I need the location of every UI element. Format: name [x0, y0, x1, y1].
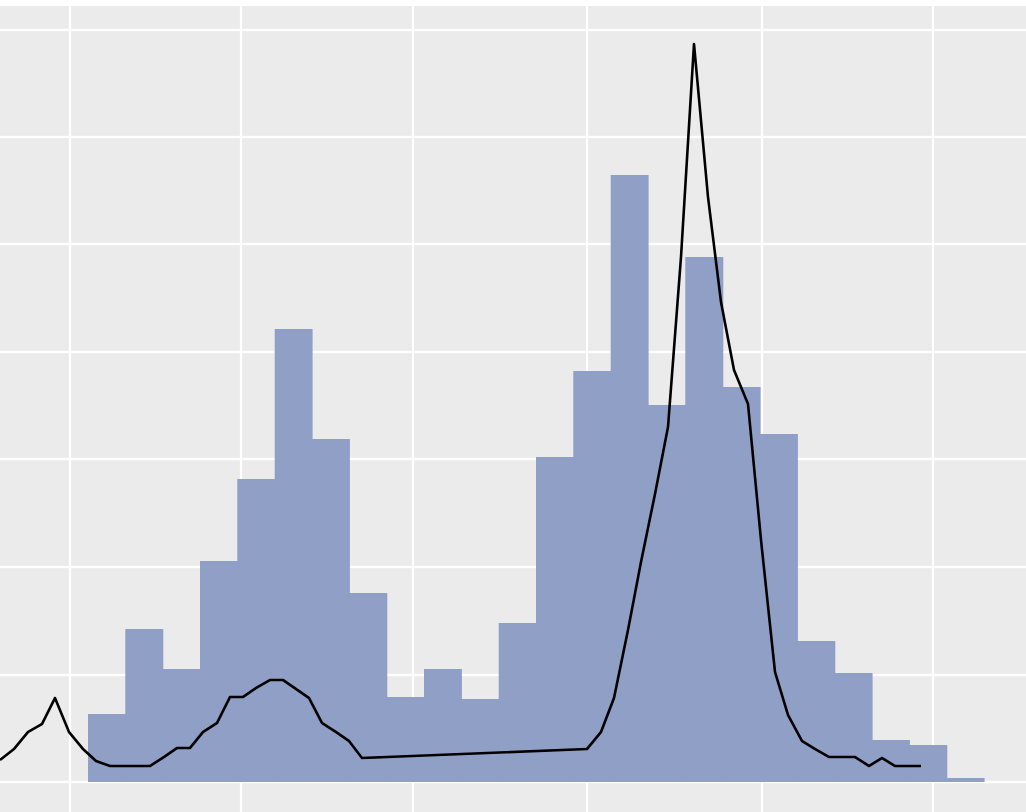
histogram-bar-16	[685, 257, 724, 782]
histogram-bar-0	[88, 714, 126, 782]
histogram-bar-18	[760, 434, 798, 782]
histogram-bar-8	[386, 697, 425, 782]
histogram-bar-3	[200, 561, 238, 782]
histogram-bar-23	[946, 778, 985, 782]
histogram-bar-6	[312, 439, 350, 782]
histogram-bar-9	[424, 669, 462, 782]
histogram-bar-15	[648, 405, 686, 782]
histogram-bar-10	[461, 699, 500, 782]
histogram-bar-13	[573, 371, 612, 782]
histogram-bar-17	[722, 387, 761, 782]
density-line	[0, 42, 921, 768]
histogram-bar-11	[498, 623, 537, 782]
histogram-bar-7	[349, 593, 388, 782]
histogram-bar-22	[909, 745, 948, 782]
histogram-bar-2	[162, 669, 201, 782]
histogram-bar-4	[237, 479, 276, 782]
histogram-bar-12	[536, 457, 574, 782]
histogram-bar-19	[797, 641, 836, 782]
density-curve	[0, 42, 921, 768]
histogram-bar-1	[125, 629, 164, 782]
histogram-bar-5	[274, 329, 313, 782]
